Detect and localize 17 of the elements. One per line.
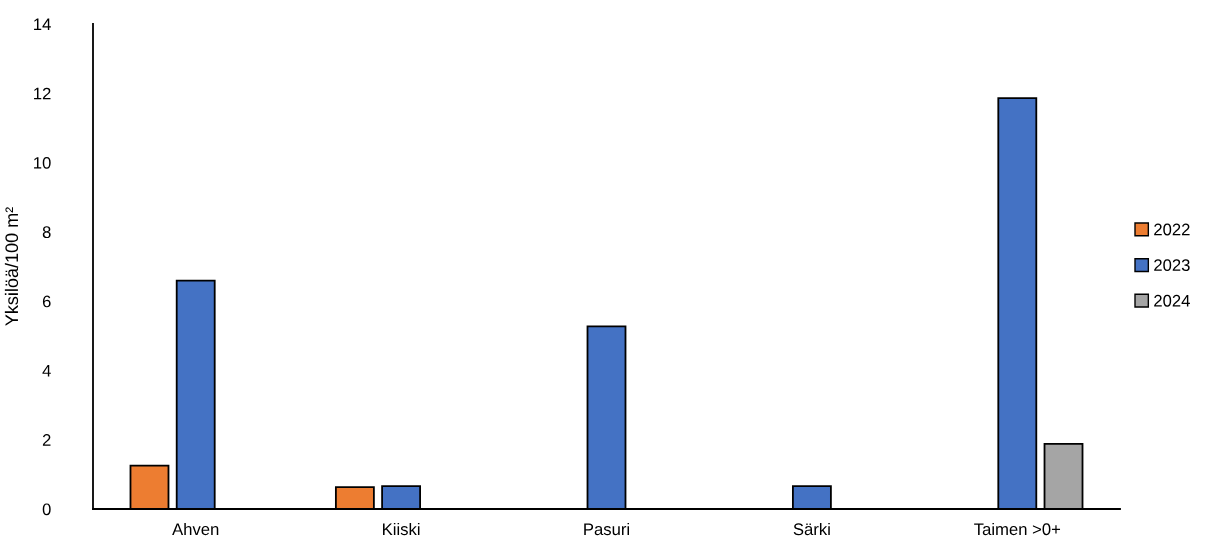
legend-label: 2022 xyxy=(1154,223,1190,236)
y-tick-label: 2 xyxy=(42,434,51,446)
y-tick-label: 0 xyxy=(42,503,51,516)
y-tick-label: 8 xyxy=(42,226,51,239)
y-axis-title: Yksilöä/100 m² xyxy=(4,207,19,326)
x-tick-label: Taimen >0+ xyxy=(974,522,1061,536)
x-tick-label: Särki xyxy=(793,522,830,536)
y-tick-label: 12 xyxy=(34,87,51,100)
y-tick-label: 14 xyxy=(34,18,51,31)
y-tick-label: 4 xyxy=(42,365,51,377)
y-tick-label: 10 xyxy=(34,156,51,169)
x-tick-label: Pasuri xyxy=(584,522,629,536)
legend-label: 2024 xyxy=(1154,294,1190,307)
x-tick-label: Kiiski xyxy=(383,522,420,536)
legend-label: 2023 xyxy=(1154,259,1190,272)
y-tick-label: 6 xyxy=(42,295,51,308)
x-tick-label: Ahven xyxy=(172,522,219,536)
